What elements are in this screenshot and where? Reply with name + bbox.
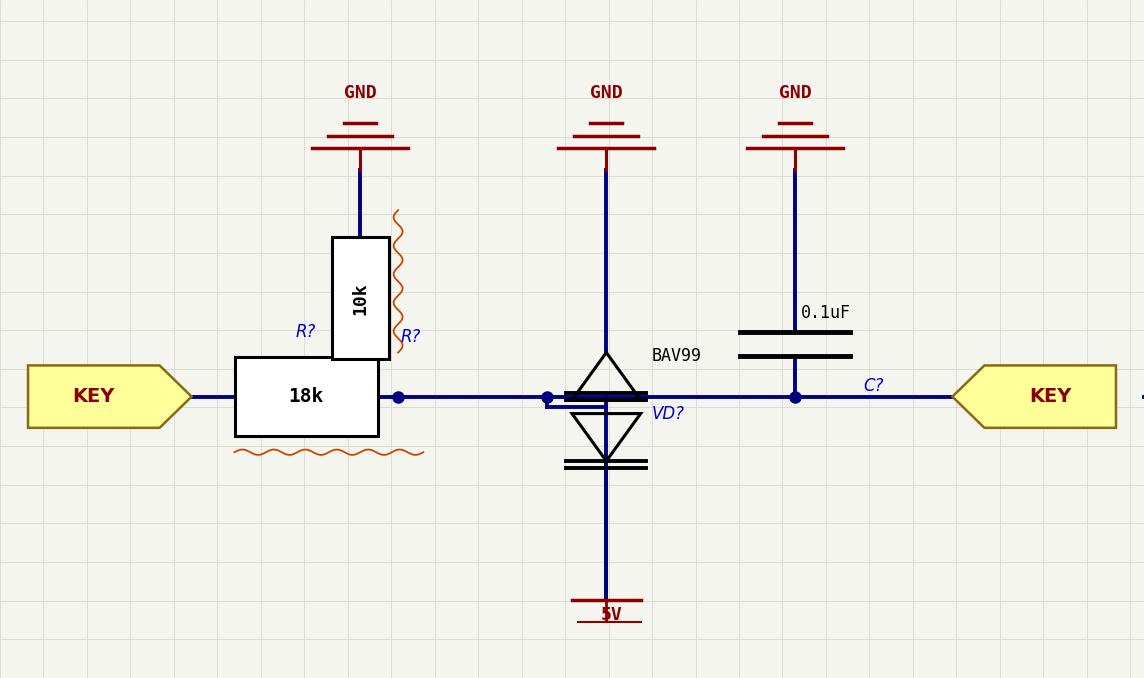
Text: GND: GND	[779, 83, 811, 102]
Text: 18k: 18k	[288, 387, 324, 406]
Text: 10k: 10k	[351, 282, 370, 315]
Polygon shape	[27, 365, 191, 428]
Polygon shape	[952, 365, 1115, 428]
Text: GND: GND	[590, 83, 622, 102]
Text: GND: GND	[344, 83, 376, 102]
Text: KEY: KEY	[1028, 387, 1072, 406]
Text: KEY: KEY	[72, 387, 116, 406]
FancyBboxPatch shape	[235, 357, 378, 436]
Text: VD?: VD?	[652, 405, 685, 422]
Text: R?: R?	[400, 327, 421, 346]
FancyBboxPatch shape	[332, 237, 389, 359]
Text: C?: C?	[864, 378, 884, 395]
Text: BAV99: BAV99	[652, 347, 702, 365]
Text: 0.1uF: 0.1uF	[801, 304, 851, 322]
Text: 5V: 5V	[601, 605, 623, 624]
Text: R?: R?	[296, 323, 316, 341]
